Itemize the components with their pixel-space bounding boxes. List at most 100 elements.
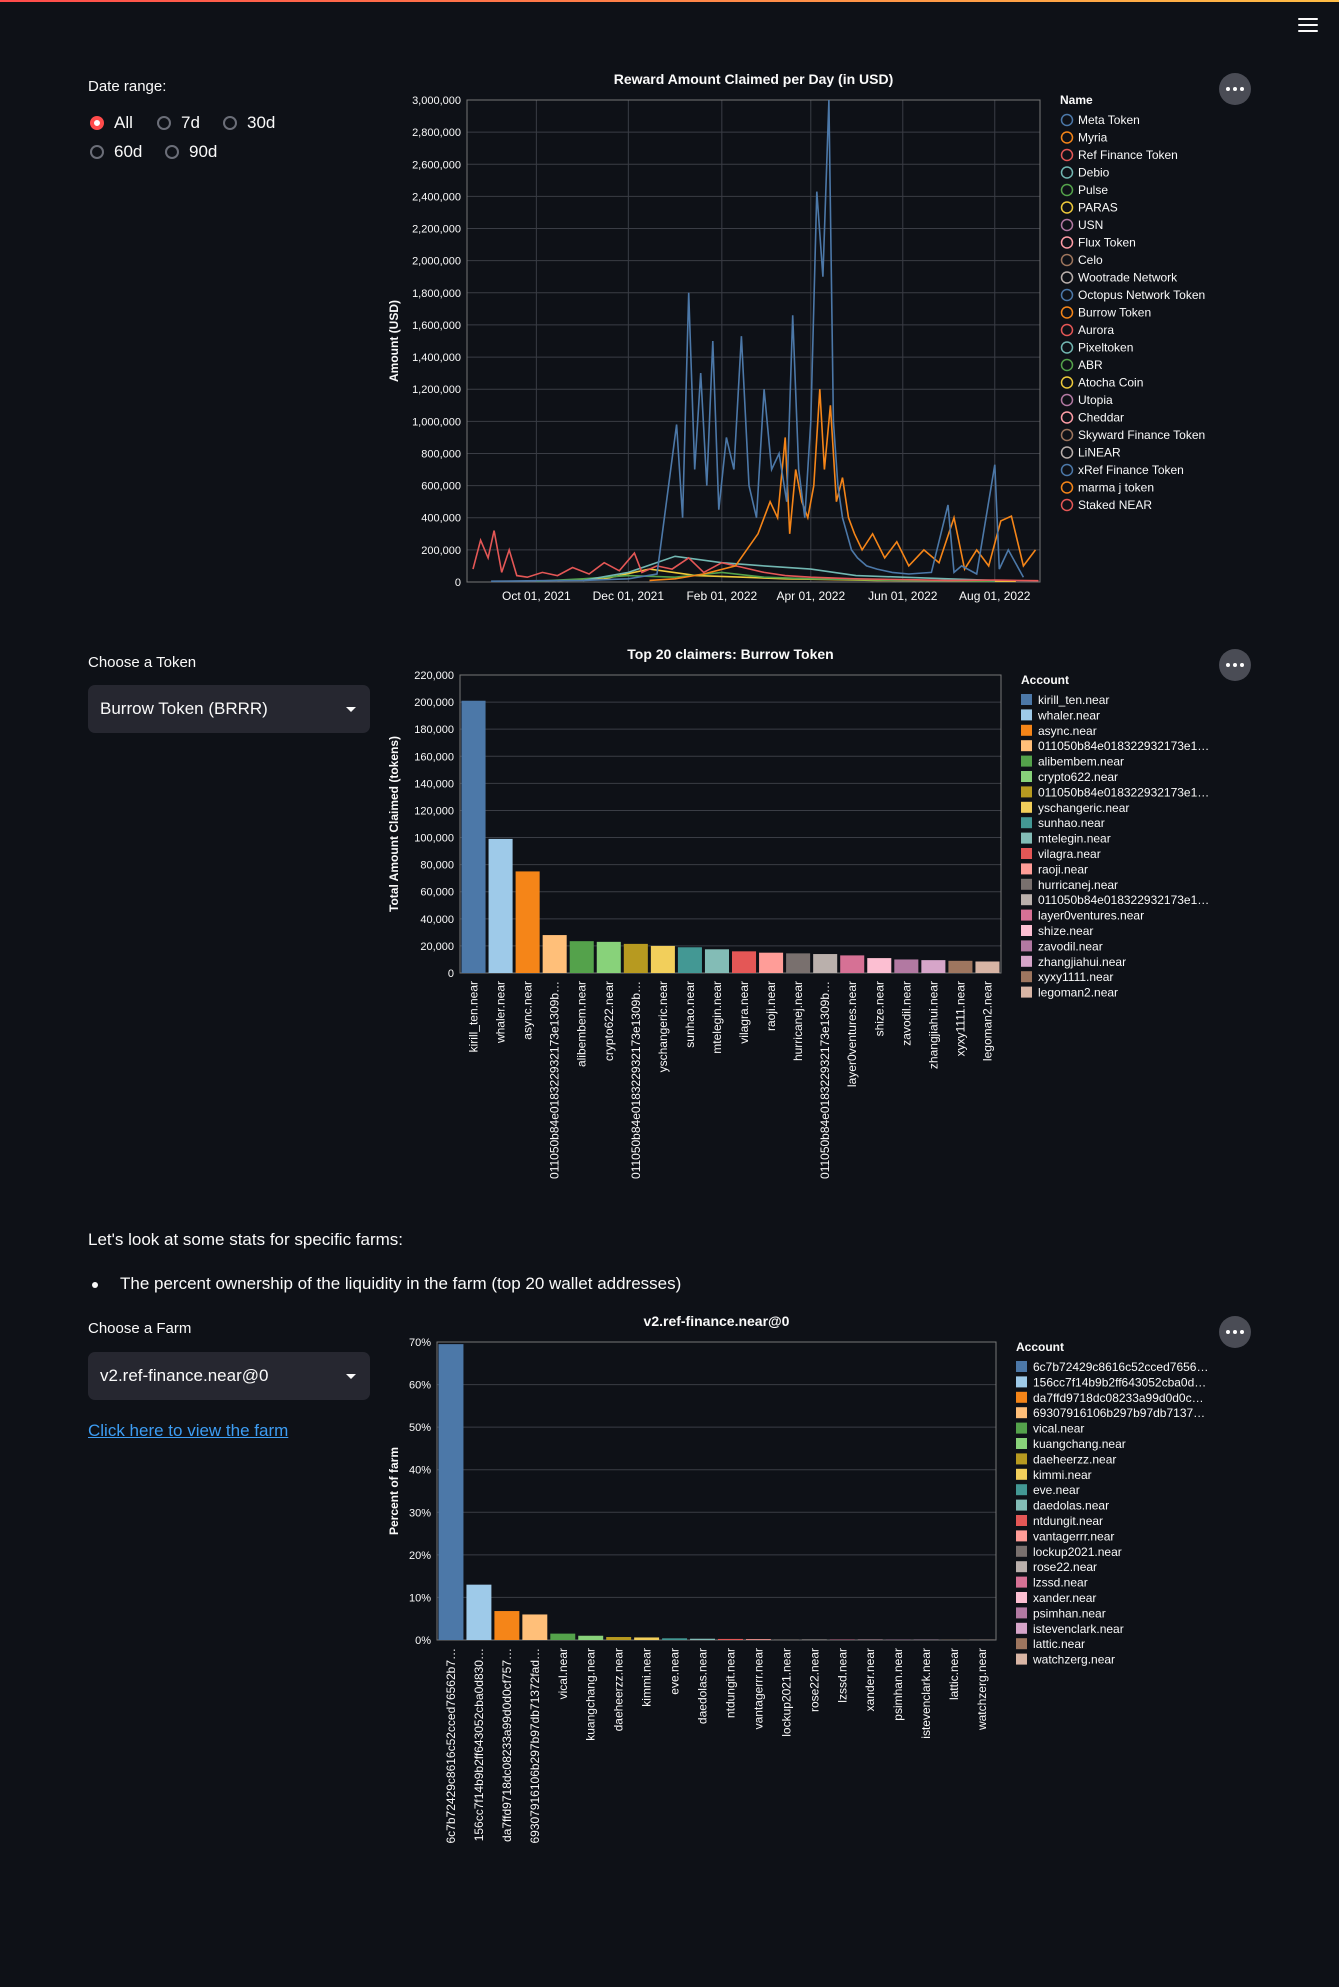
bar [704,949,729,973]
chart-title: Top 20 claimers: Burrow Token [627,646,833,662]
y-tick-label: 1,200,000 [412,384,461,396]
legend-symbol [1021,786,1032,798]
radio-dot-icon [165,145,179,159]
legend-symbol [1021,971,1032,983]
legend-label: Celo [1078,253,1103,267]
legend-label: raoji.near [1038,862,1088,876]
reward-line-chart: Reward Amount Claimed per Day (in USD) 0 2… [387,71,1205,603]
bar [677,947,702,973]
y-tick-label: 2,400,000 [412,191,461,203]
farm-select[interactable]: v2.ref-finance.near@0 [88,1352,370,1400]
bar [786,953,811,973]
legend-symbol [1016,1592,1027,1603]
radio-dot-icon [90,116,104,130]
radio-90d[interactable]: 90d [165,142,217,162]
legend-symbol [1021,925,1032,936]
x-tick-label: 6c7b72429c8616c52cced76562b7… [444,1648,458,1844]
chart1-more-button[interactable] [1219,73,1251,105]
legend-symbol [1060,166,1074,179]
main-menu-icon[interactable] [1295,14,1321,38]
legend-label: 156cc7f14b9b2ff643052cba0d… [1033,1375,1206,1389]
legend-label: crypto622.near [1038,770,1118,784]
y-tick-label: 70% [409,1337,431,1349]
chart2-more-button[interactable] [1219,649,1251,681]
series-line-burrow-token [649,389,1037,582]
legend-symbol [1016,1530,1027,1542]
token-select[interactable]: Burrow Token (BRRR) [88,685,370,733]
x-tick-label: eve.near [668,1648,682,1695]
legend-label: eve.near [1033,1483,1080,1497]
y-tick-label: 100,000 [414,833,454,845]
legend-symbol [1021,863,1032,875]
legend-title: Account [1016,1340,1064,1354]
y-axis-label: Percent of farm [387,1447,401,1535]
legend-symbol [1021,801,1032,813]
bar [542,935,567,973]
y-tick-label: 120,000 [414,805,454,817]
y-tick-label: 0 [448,968,454,980]
y-tick-label: 30% [409,1507,431,1519]
legend-label: daedolas.near [1033,1499,1109,1513]
legend-label: Pixeltoken [1078,341,1133,355]
bar [773,1639,799,1640]
bar [438,1344,464,1640]
legend-label: Myria [1078,131,1108,145]
legend-title: Account [1021,673,1069,687]
bar [690,1638,715,1640]
legend-label: Staked NEAR [1078,498,1152,512]
x-tick-label: 69307916106b297b97db71372fad… [528,1648,542,1844]
series-line-debio [582,555,995,582]
radio-dot-icon [90,145,104,159]
x-tick-label: kirill_ten.near [467,981,481,1052]
legend-label: Pulse [1078,183,1108,197]
bar [596,941,621,973]
y-tick-label: 2,000,000 [412,256,461,268]
view-farm-link[interactable]: Click here to view the farm [88,1421,289,1440]
bar [921,960,946,973]
farm-select-value: v2.ref-finance.near@0 [100,1366,269,1385]
legend-symbol [1016,1515,1027,1526]
legend-symbol [1016,1422,1027,1434]
radio-60d[interactable]: 60d [90,142,142,162]
bar [801,1639,827,1640]
legend-label: psimhan.near [1033,1606,1106,1620]
legend-label: Ref Finance Token [1078,148,1178,162]
legend-label: Cheddar [1078,411,1124,425]
legend-label: marma j token [1078,481,1154,495]
legend-label: ABR [1078,358,1103,372]
y-tick-label: 1,400,000 [412,352,461,364]
radio-7d[interactable]: 7d [157,113,200,133]
x-tick-label: ntdungit.near [723,1648,737,1718]
x-tick-label: whaler.near [494,981,508,1044]
legend-symbol [1060,271,1074,284]
legend-label: zhangjiahui.near [1038,955,1126,969]
y-tick-label: 220,000 [414,670,454,682]
legend-label: Atocha Coin [1078,376,1143,390]
bar [840,955,865,973]
y-tick-label: 160,000 [414,751,454,763]
y-tick-label: 10% [409,1592,431,1604]
radio-all[interactable]: All [90,113,133,133]
chart3-more-button[interactable] [1219,1316,1251,1348]
x-tick-label: Aug 01, 2022 [959,589,1031,603]
bar [515,871,540,973]
legend-symbol [1016,1361,1027,1372]
radio-30d[interactable]: 30d [223,113,275,133]
legend-symbol [1060,113,1074,127]
x-tick-label: xander.near [863,1648,877,1711]
legend-symbol [1016,1545,1027,1557]
x-tick-label: daedolas.near [696,1648,710,1724]
legend-symbol [1016,1576,1027,1588]
legend-symbol [1021,909,1032,921]
legend-symbol [1060,218,1074,232]
legend-label: 011050b84e018322932173e1… [1038,893,1209,907]
legend-label: legoman2.near [1038,986,1118,1000]
legend-label: layer0ventures.near [1038,909,1144,923]
bar [634,1637,660,1640]
x-tick-label: Feb 01, 2022 [686,589,757,603]
y-tick-label: 400,000 [421,513,461,525]
legend-label: zavodil.near [1038,939,1103,953]
y-tick-label: 600,000 [421,481,461,493]
y-tick-label: 80,000 [420,860,454,872]
legend-label: daeheerzz.near [1033,1452,1116,1466]
